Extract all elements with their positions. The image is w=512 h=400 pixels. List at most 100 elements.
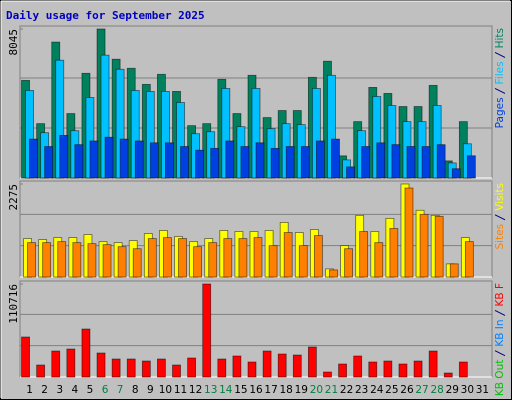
bar xyxy=(449,263,459,278)
bar xyxy=(223,238,233,278)
bar xyxy=(300,146,310,179)
legend-entry: Pages xyxy=(494,97,506,128)
bar xyxy=(298,245,308,278)
bar xyxy=(149,142,159,179)
bar xyxy=(29,138,38,179)
bar xyxy=(374,242,384,278)
bar xyxy=(157,358,166,378)
bar xyxy=(172,364,181,378)
x-tick-label: 15 xyxy=(234,384,247,396)
x-tick-label: 14 xyxy=(219,384,233,396)
bar xyxy=(27,242,36,278)
bar xyxy=(451,168,461,179)
bar xyxy=(255,142,265,179)
bar xyxy=(443,372,453,378)
legend-entry: Visits xyxy=(494,183,506,211)
bar xyxy=(141,360,151,378)
legend-entry: Hits xyxy=(494,28,506,48)
bar xyxy=(134,140,144,179)
legend-separator xyxy=(494,310,506,316)
bar xyxy=(66,348,76,378)
bar xyxy=(208,242,218,278)
bar xyxy=(285,146,295,179)
x-tick-label: 21 xyxy=(325,384,338,396)
bar xyxy=(376,142,386,179)
bar xyxy=(21,336,30,378)
bar xyxy=(81,328,91,378)
bar xyxy=(368,361,378,378)
bar xyxy=(44,146,54,179)
bar xyxy=(359,231,369,278)
x-tick-label: 18 xyxy=(280,384,293,396)
legend-separator xyxy=(494,88,506,94)
bar xyxy=(36,364,46,378)
bar xyxy=(217,358,227,378)
x-tick-label: 13 xyxy=(204,384,217,396)
bar xyxy=(178,238,187,278)
bar xyxy=(247,361,257,378)
bar xyxy=(193,246,203,278)
x-tick-label: 7 xyxy=(117,384,124,396)
bar xyxy=(225,140,235,179)
legend-entry: Sites xyxy=(494,224,506,250)
bar xyxy=(283,232,293,278)
bar xyxy=(268,245,278,278)
bar xyxy=(307,346,317,378)
legend-entry: KB Out xyxy=(494,360,506,396)
bar xyxy=(253,237,263,278)
bar xyxy=(132,248,142,278)
bar xyxy=(398,363,408,378)
legend: Visits Sites xyxy=(494,183,506,250)
x-tick-label: 6 xyxy=(102,384,109,396)
bar xyxy=(42,242,52,278)
bar xyxy=(238,238,248,278)
x-tick-label: 9 xyxy=(147,384,154,396)
bar xyxy=(87,243,97,278)
bar xyxy=(313,235,323,278)
x-tick-label: 8 xyxy=(132,384,139,396)
bar xyxy=(344,248,353,278)
x-tick-label: 31 xyxy=(476,384,489,396)
bar xyxy=(210,147,220,179)
bar xyxy=(165,142,174,179)
bar xyxy=(111,358,121,378)
bar xyxy=(419,213,429,278)
bar xyxy=(413,360,423,378)
bar xyxy=(147,238,157,278)
bar xyxy=(195,149,205,179)
bar xyxy=(262,350,272,378)
bar xyxy=(346,166,355,179)
x-tick-label: 12 xyxy=(189,384,202,396)
bar xyxy=(391,144,401,179)
x-tick-label: 26 xyxy=(400,384,414,396)
x-tick-label: 24 xyxy=(370,384,384,396)
bar xyxy=(117,246,127,278)
bar xyxy=(96,352,106,378)
bar xyxy=(361,146,371,179)
bar xyxy=(89,140,99,179)
bar xyxy=(232,355,242,378)
y-tick-label: 8045 xyxy=(7,29,20,56)
y-tick-label: 2275 xyxy=(7,184,20,211)
x-tick-label: 30 xyxy=(461,384,474,396)
bar xyxy=(57,241,67,278)
bar xyxy=(464,241,474,278)
x-tick-label: 19 xyxy=(295,384,308,396)
bar xyxy=(51,350,61,378)
x-tick-label: 3 xyxy=(56,384,63,396)
bar xyxy=(119,138,129,179)
x-tick-label: 29 xyxy=(446,384,459,396)
x-tick-label: 5 xyxy=(87,384,94,396)
bar xyxy=(406,146,416,179)
bar xyxy=(72,242,82,278)
legend-separator xyxy=(494,350,506,357)
x-tick-label: 10 xyxy=(159,384,172,396)
x-tick-label: 4 xyxy=(71,384,78,396)
bar xyxy=(323,371,332,378)
legend-separator xyxy=(494,214,506,221)
bar xyxy=(180,146,189,179)
bar xyxy=(126,358,136,378)
bar xyxy=(421,146,431,179)
y-tick-label: 110716 xyxy=(7,284,20,324)
bar xyxy=(353,355,363,378)
